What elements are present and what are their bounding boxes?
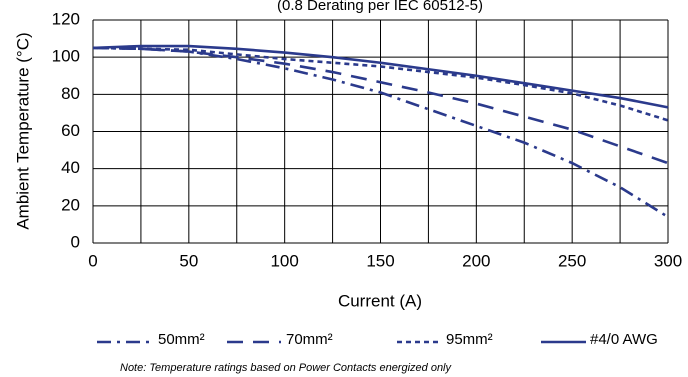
y-tick-label: 40 — [61, 158, 80, 177]
x-tick-label: 200 — [462, 251, 490, 270]
note: Note: Temperature ratings based on Power… — [120, 362, 453, 374]
legend-label: #4/0 AWG — [590, 331, 658, 348]
y-tick-label: 0 — [71, 232, 80, 251]
series-line — [92, 44, 669, 109]
legend-label: 70mm² — [286, 331, 333, 348]
x-axis-label: Current (A) — [338, 291, 422, 310]
series-line — [92, 46, 669, 165]
x-tick-label: 100 — [270, 251, 298, 270]
y-tick-label: 60 — [61, 121, 80, 140]
x-tick-label: 0 — [88, 251, 97, 270]
y-tick-label: 20 — [61, 195, 80, 214]
x-tick-label: 150 — [366, 251, 394, 270]
y-tick-label: 100 — [52, 47, 80, 66]
legend-label: 95mm² — [446, 331, 493, 348]
chart-subtitle: (0.8 Derating per IEC 60512-5) — [277, 0, 483, 14]
y-axis-label: Ambient Temperature (°C) — [13, 32, 32, 229]
x-tick-label: 250 — [558, 251, 586, 270]
y-tick-label: 80 — [61, 84, 80, 103]
legend-label: 50mm² — [158, 331, 205, 348]
y-tick-label: 120 — [52, 9, 80, 28]
x-tick-label: 50 — [179, 251, 198, 270]
series-line — [92, 46, 669, 122]
series-line — [92, 46, 669, 219]
x-tick-label: 300 — [654, 251, 682, 270]
